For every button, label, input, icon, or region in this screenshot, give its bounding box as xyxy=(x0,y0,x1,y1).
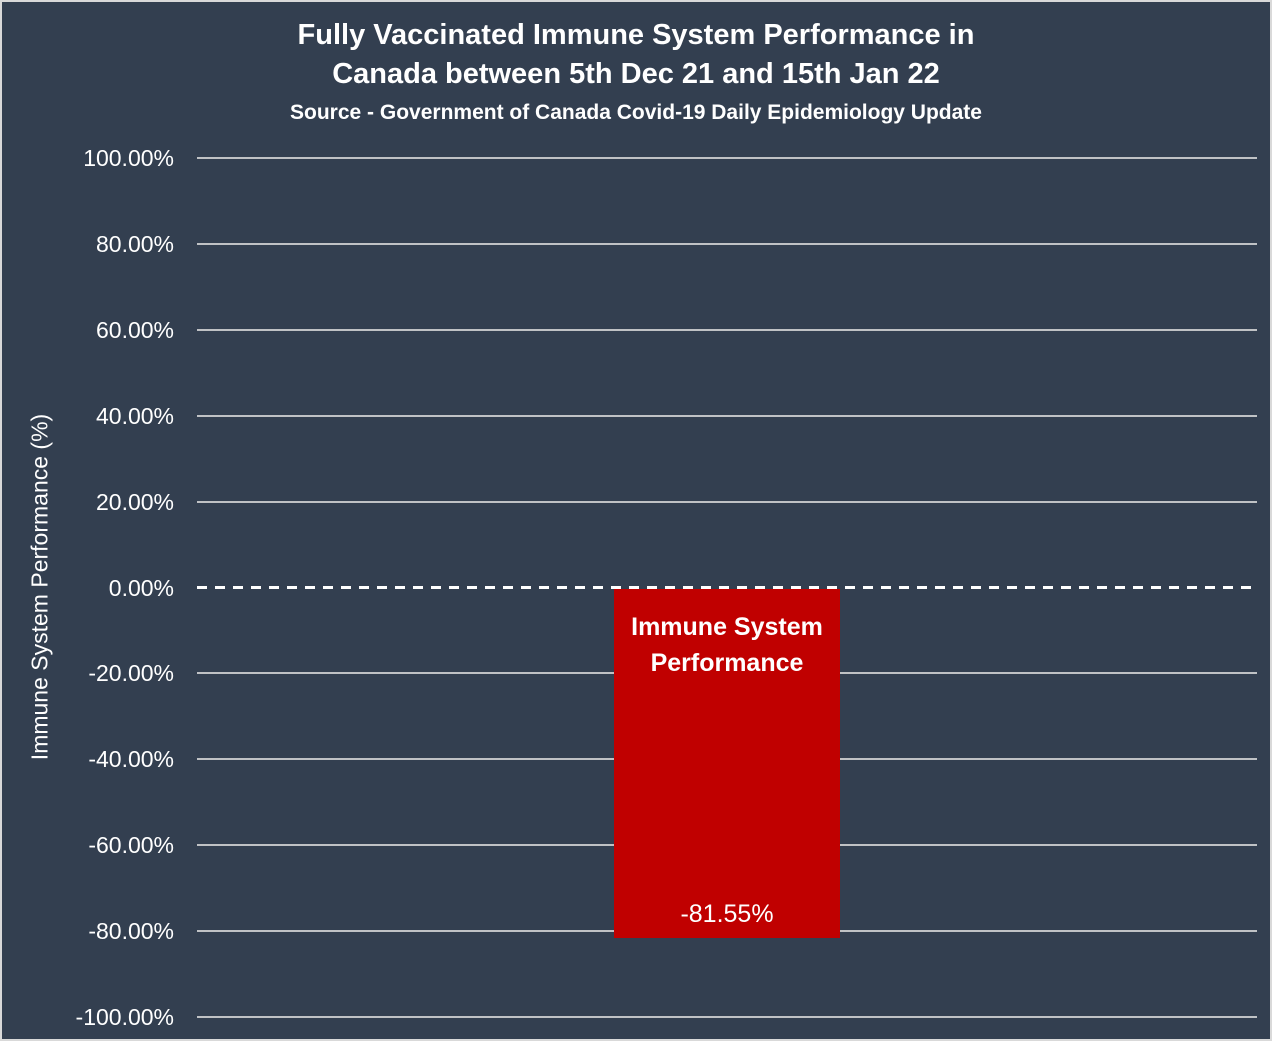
y-gridline xyxy=(197,328,1257,331)
zero-baseline xyxy=(197,586,1257,589)
chart-title-line-1: Fully Vaccinated Immune System Performan… xyxy=(297,19,975,51)
y-tick-label: -20.00% xyxy=(88,660,174,687)
chart-title-block: Fully Vaccinated Immune System Performan… xyxy=(2,2,1270,128)
bar-category-label-line-2: Performance xyxy=(650,648,804,677)
y-tick-label: -60.00% xyxy=(88,832,174,859)
bar-immune-system-performance: Immune System Performance -81.55% xyxy=(614,588,840,938)
chart-title-line-2: Canada between 5th Dec 21 and 15th Jan 2… xyxy=(332,58,940,90)
bar-category-label: Immune System Performance xyxy=(631,609,823,681)
y-tick-label: 0.00% xyxy=(108,574,174,601)
bar-value-label: -81.55% xyxy=(680,899,774,928)
y-tick-label: 100.00% xyxy=(83,145,174,171)
bar-category-label-line-1: Immune System xyxy=(631,612,823,641)
y-tick-label: -80.00% xyxy=(88,918,174,945)
y-gridline xyxy=(197,500,1257,503)
y-tick-label: 20.00% xyxy=(95,488,174,515)
y-gridline xyxy=(197,242,1257,245)
y-tick-label: 60.00% xyxy=(95,316,174,343)
y-axis-title: Immune System Performance (%) xyxy=(26,413,53,761)
y-tick-label: 80.00% xyxy=(95,230,174,257)
y-gridline xyxy=(197,414,1257,417)
y-tick-label: -100.00% xyxy=(75,1004,174,1030)
chart-subtitle: Source - Government of Canada Covid-19 D… xyxy=(290,101,982,124)
y-tick-label: 40.00% xyxy=(95,402,174,429)
y-gridline xyxy=(197,157,1257,159)
y-gridline xyxy=(197,1016,1257,1018)
y-tick-label: -40.00% xyxy=(88,746,174,773)
